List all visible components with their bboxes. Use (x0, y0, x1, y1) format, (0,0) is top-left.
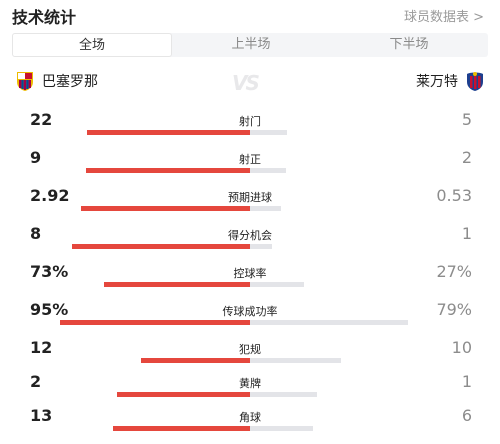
stat-row-pass-accuracy: 95% 传球成功率 79% (0, 300, 500, 338)
away-bar (250, 426, 313, 431)
stat-row-yellow-cards: 2 黄牌 1 (0, 372, 500, 410)
away-bar (250, 320, 408, 325)
tab-second-half[interactable]: 下半场 (389, 37, 429, 52)
home-value: 73% (30, 262, 69, 281)
stat-label: 传球成功率 (222, 305, 278, 318)
home-value: 22 (30, 110, 53, 129)
home-bar (87, 130, 250, 135)
home-bar (86, 168, 250, 173)
home-value: 9 (30, 148, 42, 167)
home-bar (72, 244, 250, 249)
stats-header: 技术统计 球员数据表 > (0, 0, 500, 30)
away-team-name: 莱万特 (416, 74, 458, 90)
home-value: 2 (30, 372, 42, 391)
stat-row-fouls: 12 犯规 10 (0, 338, 500, 376)
stat-label: 控球率 (233, 267, 267, 280)
away-value: 79% (436, 300, 472, 319)
home-bar (60, 320, 250, 325)
home-value: 13 (30, 406, 53, 425)
home-bar (141, 358, 250, 363)
home-bar (104, 282, 250, 287)
away-value: 1 (461, 224, 472, 243)
away-bar (250, 206, 281, 211)
away-bar (250, 282, 304, 287)
stat-label: 犯规 (239, 343, 261, 356)
home-team[interactable]: 巴塞罗那 (14, 70, 104, 92)
stat-row-expected-goals: 2.92 预期进球 0.53 (0, 186, 500, 224)
stat-row-corners: 13 角球 6 (0, 406, 500, 444)
away-bar (250, 392, 317, 397)
stat-row-possession: 73% 控球率 27% (0, 262, 500, 300)
vs-mark: VS (232, 71, 260, 95)
levante-crest-icon (467, 72, 483, 91)
away-value: 5 (461, 110, 472, 129)
stat-label: 射正 (239, 153, 261, 166)
stat-label: 预期进球 (228, 191, 272, 204)
stat-row-big-chances: 8 得分机会 1 (0, 224, 500, 262)
away-value: 10 (451, 338, 472, 357)
stat-label: 射门 (239, 115, 261, 128)
teams-row: 巴塞罗那 VS 莱万特 (0, 66, 500, 102)
away-value: 6 (461, 406, 472, 425)
stat-row-shots-on-target: 9 射正 2 (0, 148, 500, 186)
stat-label: 得分机会 (228, 229, 272, 242)
home-bar (117, 392, 250, 397)
away-bar (250, 244, 272, 249)
away-value: 0.53 (436, 186, 472, 205)
away-bar (250, 130, 287, 135)
home-value: 95% (30, 300, 69, 319)
away-bar (250, 168, 286, 173)
tab-full-match[interactable]: 全场 (12, 33, 172, 57)
away-value: 27% (436, 262, 472, 281)
away-bar (250, 358, 341, 363)
home-value: 8 (30, 224, 42, 243)
page-title: 技术统计 (12, 8, 77, 27)
stat-label: 角球 (239, 411, 261, 424)
stat-row-shots: 22 射门 5 (0, 110, 500, 148)
home-value: 12 (30, 338, 53, 357)
away-team[interactable]: 莱万特 (410, 70, 486, 92)
barcelona-crest-icon (17, 72, 33, 91)
home-team-name: 巴塞罗那 (42, 74, 98, 90)
home-bar (113, 426, 250, 431)
away-value: 1 (461, 372, 472, 391)
away-value: 2 (461, 148, 472, 167)
home-bar (81, 206, 250, 211)
stat-label: 黄牌 (239, 377, 261, 390)
tab-first-half[interactable]: 上半场 (231, 37, 271, 52)
player-stats-link[interactable]: 球员数据表 > (403, 10, 484, 25)
home-value: 2.92 (30, 186, 70, 205)
period-tabs: 全场 上半场 下半场 (12, 33, 488, 57)
